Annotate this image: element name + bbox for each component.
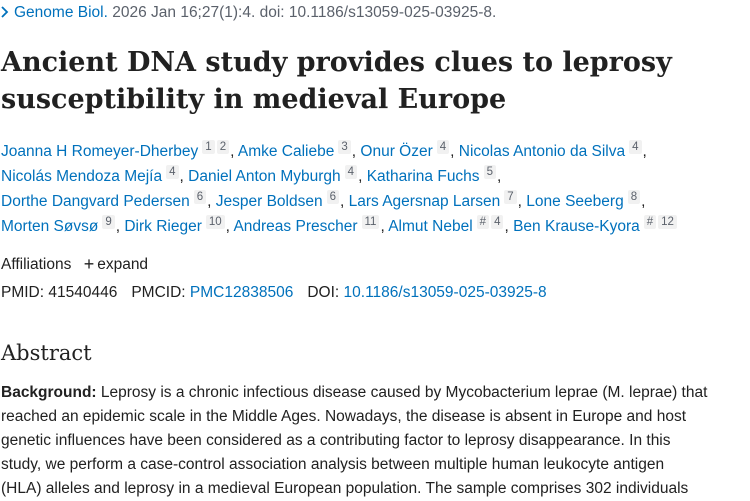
author-item: Joanna H Romeyer-Dherbey 1 2, <box>1 140 235 160</box>
author-line: Dorthe Dangvard Pedersen 6, Jesper Boldse… <box>1 189 746 214</box>
author-name-link[interactable]: Lars Agersnap Larsen <box>348 193 501 210</box>
author-name-link[interactable]: Almut Nebel <box>388 218 473 235</box>
affiliation-ref[interactable]: 4 <box>491 215 504 229</box>
expand-affiliations-button[interactable]: expand <box>97 256 149 273</box>
author-name-link[interactable]: Daniel Anton Myburgh <box>188 168 341 185</box>
author-item: Daniel Anton Myburgh 4, <box>188 165 363 185</box>
title-line-2: susceptibility in medieval Europe <box>1 84 507 115</box>
author-name-link[interactable]: Morten Søvsø <box>1 218 99 235</box>
author-separator: , <box>641 193 646 210</box>
author-item: Jesper Boldsen 6, <box>215 190 345 210</box>
affiliation-ref[interactable]: 8 <box>627 190 641 204</box>
author-item: Dirk Rieger 10, <box>124 215 230 235</box>
author-name-link[interactable]: Amke Caliebe <box>237 143 335 160</box>
affiliations-label: Affiliations <box>1 256 72 273</box>
author-separator: , <box>504 218 509 235</box>
author-name-link[interactable]: Dirk Rieger <box>124 218 202 235</box>
author-name-link[interactable]: Nicolás Mendoza Mejía <box>1 168 163 185</box>
citation-details: 2026 Jan 16;27(1):4. doi: 10.1186/s13059… <box>112 4 497 21</box>
affiliation-ref[interactable]: 6 <box>193 190 207 204</box>
author-name-link[interactable]: Lone Seeberg <box>526 193 624 210</box>
author-name-link[interactable]: Jesper Boldsen <box>215 193 323 210</box>
author-separator: , <box>225 218 230 235</box>
author-name-link[interactable]: Ben Krause-Kyora <box>513 218 640 235</box>
pmcid-label: PMCID: <box>131 284 186 301</box>
equal-contribution-marker: # <box>476 215 490 229</box>
author-name-link[interactable]: Nicolas Antonio da Silva <box>458 143 626 160</box>
pmcid-link[interactable]: PMC12838506 <box>189 284 294 301</box>
affiliation-ref[interactable]: 4 <box>436 140 450 154</box>
title-line-1: Ancient DNA study provides clues to lepr… <box>1 47 672 78</box>
author-item: Lone Seeberg 8, <box>526 190 646 210</box>
abstract-text: Background: Leprosy is a chronic infecti… <box>1 381 749 501</box>
affiliation-ref[interactable]: 4 <box>166 165 179 179</box>
author-separator: , <box>179 168 184 185</box>
affiliation-ref[interactable]: 7 <box>504 190 517 204</box>
affiliation-ref[interactable]: 12 <box>658 215 677 229</box>
author-name-link[interactable]: Katharina Fuchs <box>366 168 480 185</box>
author-list: Joanna H Romeyer-Dherbey 1 2, Amke Caliebe… <box>1 139 746 239</box>
author-separator: , <box>115 218 121 235</box>
affiliations-row: Affiliations + expand <box>1 254 148 275</box>
author-item: Katharina Fuchs 5, <box>366 165 502 185</box>
author-item: Nicolas Antonio da Silva 4, <box>458 140 647 160</box>
affiliation-ref[interactable]: 1 <box>202 140 215 154</box>
identifiers-row: PMID: 41540446 PMCID: PMC12838506 DOI: 10.… <box>1 283 547 303</box>
pmid-value: 41540446 <box>48 284 118 301</box>
author-name-link[interactable]: Andreas Prescher <box>233 218 358 235</box>
journal-link[interactable]: Genome Biol. <box>14 4 108 21</box>
pmid-label: PMID: <box>1 284 45 301</box>
affiliation-ref[interactable]: 2 <box>216 140 230 154</box>
author-separator: , <box>496 168 502 185</box>
author-item: Onur Özer 4, <box>360 140 455 160</box>
author-line: Morten Søvsø 9, Dirk Rieger 10, Andreas Pr… <box>1 214 746 239</box>
author-separator: , <box>358 168 363 185</box>
author-separator: , <box>230 143 235 160</box>
author-item: Almut Nebel #4, <box>388 215 509 235</box>
author-separator: , <box>517 193 522 210</box>
author-line: Joanna H Romeyer-Dherbey 1 2, Amke Caliebe… <box>1 139 746 164</box>
chevron-right-icon[interactable] <box>0 3 14 23</box>
affiliation-ref[interactable]: 4 <box>344 165 358 179</box>
abstract-line: study, we perform a case-control associa… <box>1 456 665 473</box>
abstract-line: (HLA) alleles and leprosy in a medieval … <box>1 480 689 497</box>
author-separator: , <box>450 143 455 160</box>
author-item: Andreas Prescher 11, <box>233 215 385 235</box>
author-separator: , <box>339 193 345 210</box>
background-label: Background: <box>1 384 97 401</box>
affiliation-ref[interactable]: 4 <box>629 140 642 154</box>
author-name-link[interactable]: Onur Özer <box>360 143 433 160</box>
author-name-link[interactable]: Dorthe Dangvard Pedersen <box>1 193 190 210</box>
equal-contribution-marker: # <box>643 215 657 229</box>
author-item: Nicolás Mendoza Mejía 4, <box>1 165 184 185</box>
citation-line: Genome Biol. 2026 Jan 16;27(1):4. doi: 1… <box>0 3 496 23</box>
author-separator: , <box>351 143 357 160</box>
affiliation-ref[interactable]: 9 <box>102 215 115 229</box>
author-item: Ben Krause-Kyora #12 <box>513 215 678 235</box>
abstract-line: genetic influences have been considered … <box>1 432 671 449</box>
abstract-heading: Abstract <box>1 341 92 365</box>
author-separator: , <box>207 193 212 210</box>
affiliation-ref[interactable]: 3 <box>338 140 351 154</box>
affiliation-ref[interactable]: 10 <box>205 215 225 229</box>
plus-icon[interactable]: + <box>83 254 95 274</box>
abstract-line-text: Leprosy is a chronic infectious disease … <box>96 384 708 401</box>
author-separator: , <box>642 143 647 160</box>
abstract-line: Background: Leprosy is a chronic infecti… <box>1 381 749 405</box>
author-line: Nicolás Mendoza Mejía 4, Daniel Anton Myb… <box>1 164 746 189</box>
doi-link[interactable]: 10.1186/s13059-025-03925-8 <box>343 284 547 301</box>
article-title: Ancient DNA study provides clues to lepr… <box>1 44 746 118</box>
affiliation-ref[interactable]: 11 <box>361 215 380 229</box>
author-item: Amke Caliebe 3, <box>237 140 357 160</box>
author-item: Morten Søvsø 9, <box>1 215 121 235</box>
affiliation-ref[interactable]: 6 <box>326 190 339 204</box>
author-name-link[interactable]: Joanna H Romeyer-Dherbey <box>1 143 199 160</box>
author-item: Dorthe Dangvard Pedersen 6, <box>1 190 212 210</box>
author-item: Lars Agersnap Larsen 7, <box>348 190 522 210</box>
doi-label: DOI: <box>307 284 340 301</box>
abstract-line: reached an epidemic scale in the Middle … <box>1 408 687 425</box>
author-separator: , <box>380 218 385 235</box>
affiliation-ref[interactable]: 5 <box>483 165 496 179</box>
